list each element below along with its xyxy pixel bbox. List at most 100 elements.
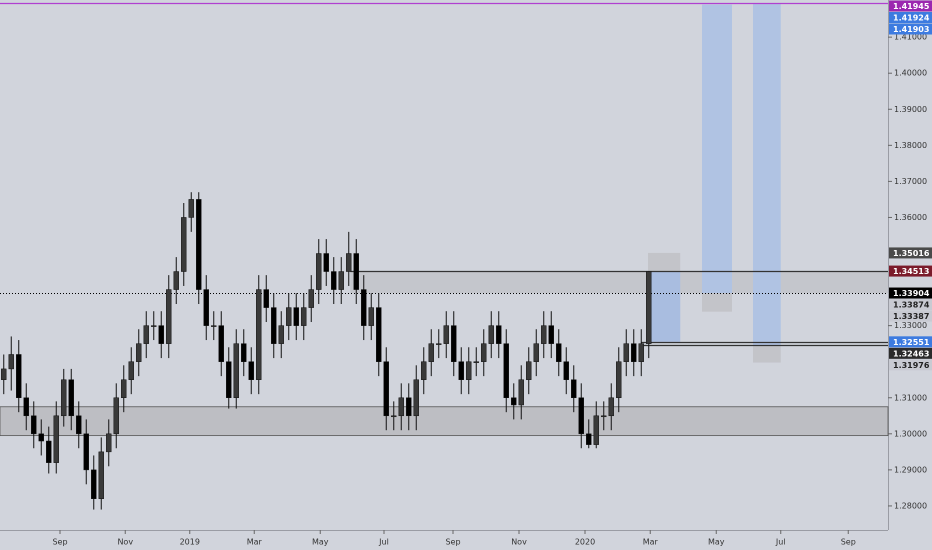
candle-body <box>16 354 22 399</box>
x-tick-label: Sep <box>52 538 67 547</box>
y-tick-label: 1.29000 <box>894 465 927 474</box>
zone <box>753 344 781 363</box>
y-tick-label: 1.33000 <box>894 321 927 330</box>
price-badge <box>889 265 932 277</box>
candle-body <box>398 397 404 417</box>
candle-body <box>541 325 547 344</box>
candle-body <box>38 433 44 442</box>
x-tick-label: Nov <box>511 538 527 547</box>
candle-body <box>293 307 299 326</box>
candle-body <box>151 325 157 327</box>
candle-body <box>586 433 592 445</box>
candle-body <box>241 343 247 362</box>
candle-body <box>181 217 187 272</box>
price-badge-label: 1.33874 <box>893 301 930 310</box>
candle-body <box>233 343 239 399</box>
candle-body <box>608 397 614 417</box>
price-badge-label: 1.41903 <box>893 25 929 34</box>
candle-body <box>488 325 494 344</box>
candle-body <box>346 253 352 272</box>
y-tick-label: 1.39000 <box>894 105 927 114</box>
candle-body <box>31 415 37 435</box>
candle-body <box>83 433 89 471</box>
candle-body <box>556 343 562 362</box>
candle-body <box>616 361 622 399</box>
candle-body <box>136 343 142 362</box>
zone <box>350 271 888 294</box>
candle-body <box>68 379 74 417</box>
candle-body <box>593 415 599 445</box>
candle-body <box>511 397 517 406</box>
y-tick-label: 1.40000 <box>894 69 927 78</box>
x-tick-label: May <box>708 538 725 547</box>
price-badge <box>889 359 932 371</box>
candle-body <box>563 361 569 380</box>
candle-body <box>391 415 397 418</box>
candle-body <box>128 361 134 380</box>
candle-body <box>301 307 307 326</box>
candle-body <box>473 361 479 363</box>
candle-body <box>308 289 314 308</box>
candle-body <box>638 343 644 362</box>
price-badge <box>889 299 932 311</box>
candle-body <box>188 199 194 218</box>
candle-body <box>1 368 7 380</box>
price-badge <box>889 310 932 322</box>
candle-body <box>496 325 502 344</box>
candle-body <box>331 271 337 290</box>
candle-body <box>361 289 367 326</box>
candle-body <box>458 361 464 380</box>
price-badge-label: 1.34513 <box>893 267 929 276</box>
candle-body <box>533 343 539 362</box>
candle-body <box>76 415 82 435</box>
price-badge <box>889 287 932 299</box>
candle-body <box>338 271 344 290</box>
candle-body <box>428 343 434 362</box>
candle-body <box>61 379 67 417</box>
x-tick-label: Jul <box>378 538 389 547</box>
x-tick-label: Nov <box>117 538 133 547</box>
candle-body <box>601 415 607 418</box>
candle-body <box>368 307 374 326</box>
candle-body <box>53 415 59 463</box>
y-tick-label: 1.41000 <box>894 33 927 42</box>
price-badge-label: 1.35016 <box>893 249 930 258</box>
x-tick-label: Sep <box>445 538 460 547</box>
candle-body <box>353 253 359 290</box>
candle-body <box>166 289 172 344</box>
candle-body <box>443 325 449 344</box>
candle-body <box>263 289 269 308</box>
candle-body <box>578 397 584 435</box>
candle-body <box>631 343 637 362</box>
x-tick-label: Mar <box>643 538 659 547</box>
candle-body <box>571 379 577 399</box>
candle-body <box>256 289 262 380</box>
candle-body <box>158 325 164 344</box>
candle-body <box>421 361 427 380</box>
candle-body <box>226 361 232 399</box>
candle-body <box>278 325 284 344</box>
price-badge <box>889 247 932 259</box>
candle-body <box>383 361 389 417</box>
zone <box>702 4 732 294</box>
candle-body <box>113 397 119 435</box>
candle-body <box>646 271 652 344</box>
price-badge <box>889 12 932 23</box>
x-tick-label: Jul <box>775 538 786 547</box>
candle-body <box>466 361 472 380</box>
x-tick-label: 2020 <box>575 538 595 547</box>
candle-body <box>406 397 412 417</box>
x-tick-label: May <box>312 538 329 547</box>
candle-body <box>203 289 209 326</box>
y-tick-label: 1.36000 <box>894 213 927 222</box>
price-badge-label: 1.32551 <box>893 338 930 347</box>
candle-body <box>46 440 52 463</box>
candle-body <box>271 307 277 344</box>
x-tick-label: Mar <box>247 538 263 547</box>
price-badge-label: 1.41945 <box>893 2 930 11</box>
price-badge-label: 1.32463 <box>893 349 929 358</box>
zone <box>0 406 889 437</box>
candle-body <box>526 361 532 380</box>
candle-body <box>623 343 629 362</box>
